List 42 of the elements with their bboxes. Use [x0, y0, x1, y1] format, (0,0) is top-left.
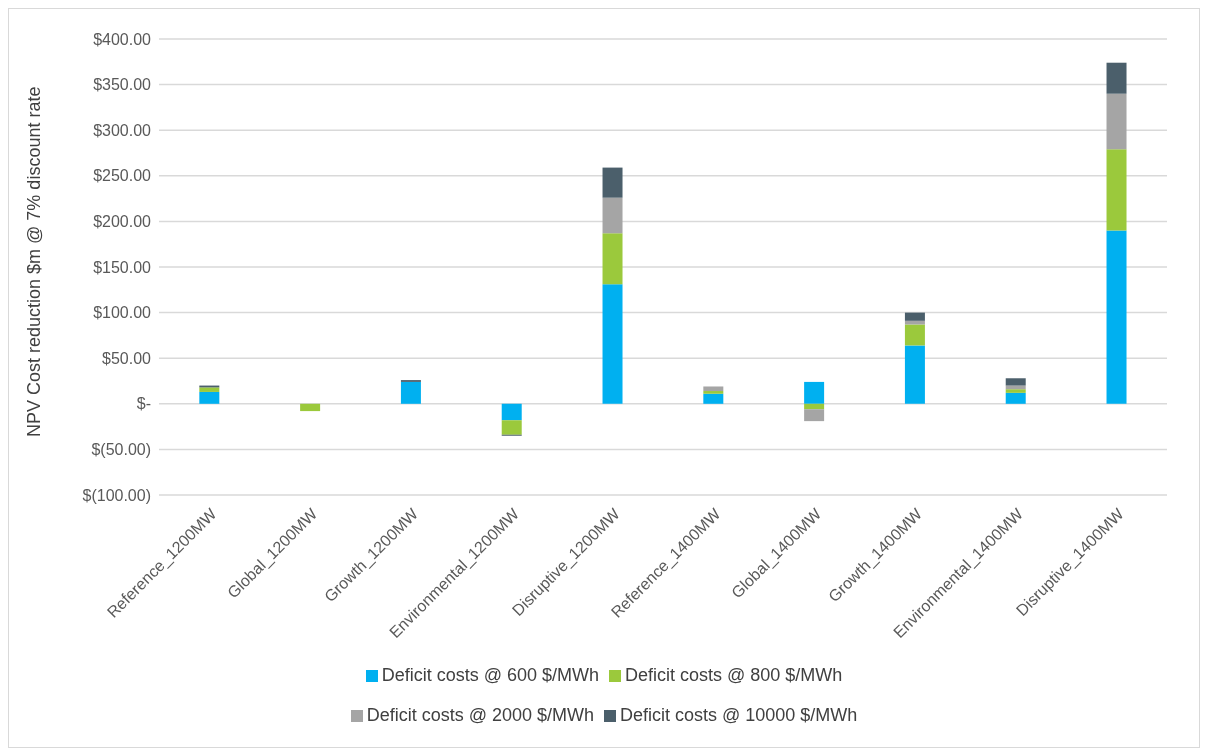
bar: [199, 391, 220, 404]
bar: [1106, 230, 1127, 404]
legend-label: Deficit costs @ 600 $/MWh: [381, 665, 599, 685]
bar: [501, 420, 522, 435]
y-tick-label: $-: [136, 395, 151, 413]
bar: [904, 345, 925, 404]
y-tick-label: $50.00: [102, 349, 152, 367]
bar: [602, 233, 623, 285]
bar: [300, 403, 321, 412]
legend-label: Deficit costs @ 10000 $/MWh: [620, 705, 858, 725]
bar: [703, 391, 724, 394]
bar: [602, 167, 623, 198]
legend-label: Deficit costs @ 2000 $/MWh: [366, 705, 594, 725]
y-tick-label: $200.00: [93, 213, 152, 231]
bar: [602, 284, 623, 404]
bar: [804, 409, 825, 422]
y-tick-label: $150.00: [93, 258, 152, 276]
bar: [804, 381, 825, 404]
bar: [1106, 62, 1127, 94]
bar: [804, 403, 825, 410]
legend-label: Deficit costs @ 800 $/MWh: [625, 665, 843, 685]
bar: [1005, 389, 1026, 393]
y-tick-label: $(100.00): [82, 486, 151, 504]
y-tick-label: $300.00: [93, 121, 152, 139]
bar: [703, 393, 724, 404]
bar: [400, 381, 421, 404]
bar: [904, 312, 925, 321]
y-tick-label: $250.00: [93, 167, 152, 185]
bar: [1106, 93, 1127, 150]
bar: [904, 324, 925, 346]
bar: [501, 403, 522, 421]
y-tick-label: $350.00: [93, 76, 152, 94]
bar: [199, 387, 220, 392]
y-axis-title: NPV Cost reduction $m @ 7% discount rate: [24, 86, 45, 437]
bar: [1005, 392, 1026, 404]
y-tick-label: $400.00: [93, 30, 152, 48]
bar: [703, 386, 724, 392]
bar: [1106, 149, 1127, 231]
y-tick-label: $(50.00): [91, 441, 151, 459]
bar: [602, 197, 623, 234]
bar: [1005, 378, 1026, 386]
y-tick-label: $100.00: [93, 304, 152, 322]
